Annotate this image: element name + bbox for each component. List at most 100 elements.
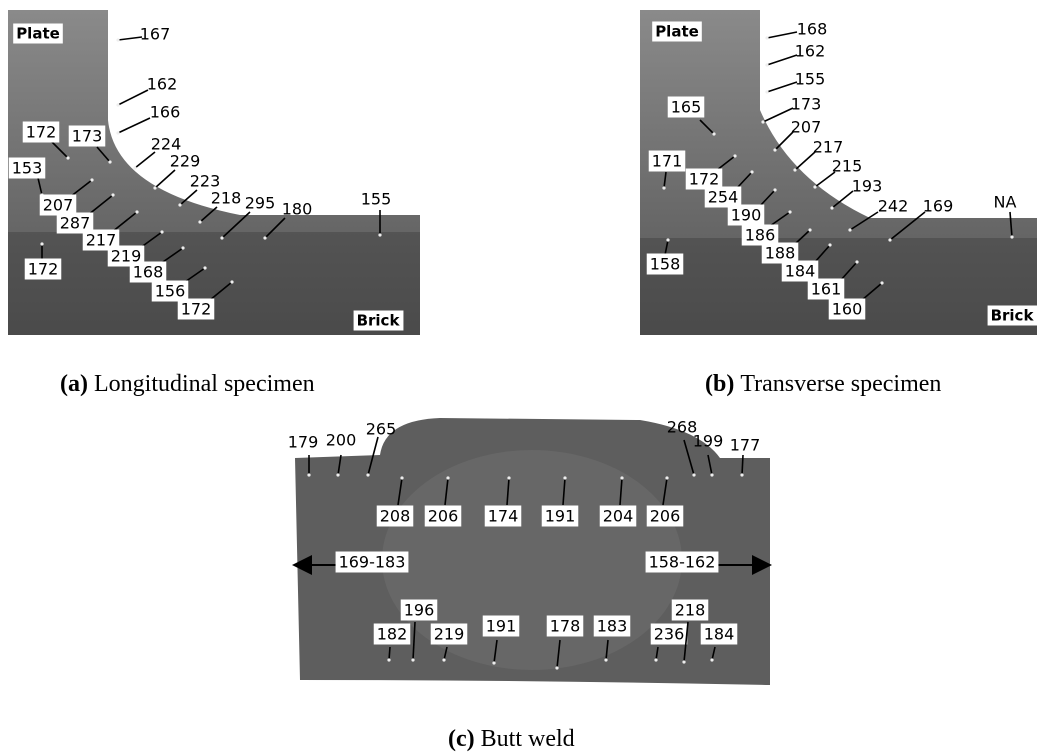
hardness-value: 155 bbox=[361, 190, 392, 209]
hardness-value: 173 bbox=[791, 95, 822, 114]
caption: (a)Longitudinal specimen bbox=[60, 371, 315, 397]
indent-dot bbox=[116, 103, 119, 106]
hardness-value: 156 bbox=[155, 282, 186, 301]
indent-dot bbox=[203, 266, 206, 269]
leader-line bbox=[767, 82, 797, 92]
indent-dot bbox=[178, 203, 181, 206]
indent-dot bbox=[666, 238, 669, 241]
hardness-value: 217 bbox=[813, 138, 844, 157]
indent-dot bbox=[788, 210, 791, 213]
hardness-value: 161 bbox=[811, 280, 842, 299]
weld-zone bbox=[382, 450, 682, 670]
hardness-value: 171 bbox=[652, 152, 683, 171]
indent-dot bbox=[888, 238, 891, 241]
leader-line bbox=[389, 647, 390, 660]
indent-dot bbox=[563, 476, 566, 479]
leader-line bbox=[118, 118, 150, 133]
hardness-value: 188 bbox=[765, 244, 796, 263]
hardness-value: 172 bbox=[181, 300, 212, 319]
hardness-value: 168 bbox=[133, 263, 164, 282]
caption-text: Transverse specimen bbox=[740, 371, 941, 397]
leader-line bbox=[118, 37, 142, 40]
hardness-value: 206 bbox=[428, 507, 459, 526]
hardness-value: 178 bbox=[550, 617, 581, 636]
plate-label: Plate bbox=[655, 23, 699, 41]
indent-dot bbox=[116, 38, 119, 41]
indent-dot bbox=[378, 233, 381, 236]
indent-dot bbox=[307, 473, 310, 476]
leader-line bbox=[135, 152, 155, 168]
hardness-value: 172 bbox=[689, 170, 720, 189]
indent-dot bbox=[90, 178, 93, 181]
hardness-range: 158-162 bbox=[649, 553, 716, 572]
hardness-value: 219 bbox=[434, 625, 465, 644]
caption-text: Longitudinal specimen bbox=[94, 371, 315, 397]
leader-line bbox=[118, 90, 148, 105]
indent-dot bbox=[665, 476, 668, 479]
hardness-value: 200 bbox=[326, 431, 357, 450]
hardness-value: 190 bbox=[731, 206, 762, 225]
caption: (b)Transverse specimen bbox=[705, 371, 941, 397]
indent-dot bbox=[682, 660, 685, 663]
indent-dot bbox=[733, 154, 736, 157]
indent-dot bbox=[828, 243, 831, 246]
hardness-value: 182 bbox=[377, 625, 408, 644]
hardness-value: 186 bbox=[745, 226, 776, 245]
indent-dot bbox=[492, 661, 495, 664]
hardness-value: 169 bbox=[923, 197, 954, 216]
caption-letter: (a) bbox=[60, 371, 88, 397]
brick-label: Brick bbox=[357, 312, 401, 330]
hardness-value: 168 bbox=[797, 20, 828, 39]
hardness-value: 155 bbox=[795, 70, 826, 89]
indent-dot bbox=[620, 476, 623, 479]
indent-dot bbox=[116, 131, 119, 134]
indent-dot bbox=[765, 36, 768, 39]
hardness-value: 206 bbox=[650, 507, 681, 526]
leader-line bbox=[767, 55, 797, 65]
indent-dot bbox=[765, 63, 768, 66]
hardness-value: 229 bbox=[170, 152, 201, 171]
hardness-value: 204 bbox=[603, 507, 634, 526]
indent-dot bbox=[692, 473, 695, 476]
indent-dot bbox=[135, 210, 138, 213]
indent-dot bbox=[220, 236, 223, 239]
indent-dot bbox=[66, 156, 69, 159]
indent-dot bbox=[400, 476, 403, 479]
hardness-value: 265 bbox=[366, 420, 397, 439]
leader-line bbox=[742, 455, 743, 475]
hardness-value: 295 bbox=[245, 194, 276, 213]
hardness-value: 172 bbox=[28, 260, 59, 279]
indent-dot bbox=[555, 666, 558, 669]
indent-dot bbox=[740, 473, 743, 476]
leader-line bbox=[767, 32, 797, 38]
hardness-value: 207 bbox=[43, 196, 74, 215]
indent-dot bbox=[198, 220, 201, 223]
hardness-value: 193 bbox=[852, 177, 883, 196]
leader-line bbox=[155, 170, 175, 188]
hardness-value: 236 bbox=[654, 625, 685, 644]
hardness-value: 153 bbox=[12, 159, 43, 178]
indent-dot bbox=[880, 281, 883, 284]
hardness-value: 208 bbox=[380, 507, 411, 526]
hardness-value: 184 bbox=[785, 262, 816, 281]
hardness-value: 158 bbox=[650, 255, 681, 274]
indent-dot bbox=[133, 166, 136, 169]
indent-dot bbox=[773, 188, 776, 191]
indent-dot bbox=[813, 185, 816, 188]
brick-label: Brick bbox=[991, 307, 1035, 325]
hardness-value: 174 bbox=[488, 507, 519, 526]
hardness-value: 160 bbox=[832, 300, 863, 319]
indent-dot bbox=[507, 476, 510, 479]
hardness-value: 254 bbox=[708, 188, 739, 207]
indent-dot bbox=[336, 473, 339, 476]
hardness-value: 218 bbox=[675, 601, 706, 620]
hardness-value: 167 bbox=[140, 25, 171, 44]
indent-dot bbox=[761, 120, 764, 123]
hardness-value: 162 bbox=[795, 42, 826, 61]
indent-dot bbox=[411, 658, 414, 661]
indent-dot bbox=[773, 148, 776, 151]
indent-dot bbox=[111, 193, 114, 196]
caption-letter: (c) bbox=[448, 726, 475, 752]
indent-dot bbox=[40, 242, 43, 245]
caption-letter: (b) bbox=[705, 371, 734, 397]
